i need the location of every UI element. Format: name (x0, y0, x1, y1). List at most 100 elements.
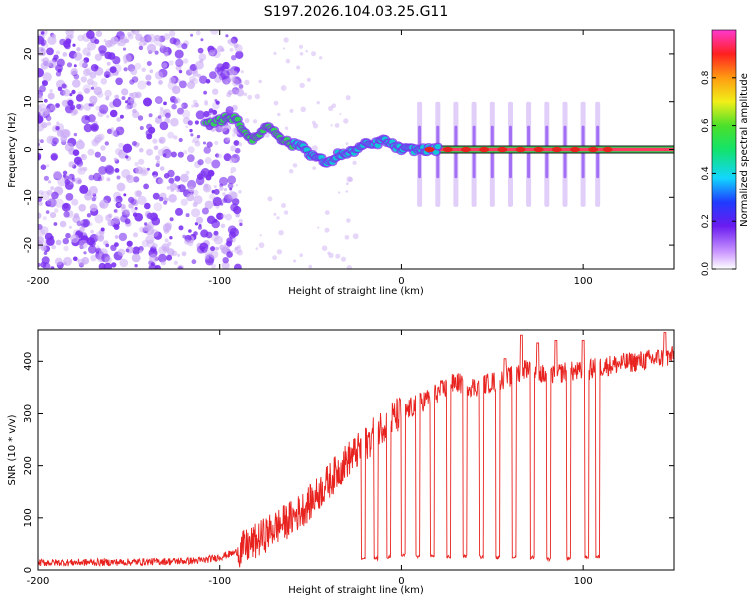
noise-speckle (204, 157, 212, 164)
noise-speckle (146, 133, 153, 140)
noise-speckle (296, 65, 301, 70)
noise-speckle (212, 88, 219, 95)
noise-speckle (219, 176, 228, 186)
noise-speckle (138, 158, 145, 165)
noise-speckle (272, 255, 277, 261)
noise-speckle (110, 127, 114, 131)
noise-speckle (152, 138, 158, 144)
colorbar: 0.0 0.2 0.4 0.6 0.8 Normalized spectral ampl… (701, 29, 750, 277)
noise-speckle (221, 213, 226, 219)
noise-speckle (172, 85, 181, 95)
noise-speckle (76, 159, 84, 167)
noise-speckle (83, 123, 93, 133)
noise-speckle (346, 176, 353, 183)
noise-speckle (175, 58, 184, 67)
noise-speckle (126, 174, 135, 184)
noise-speckle (44, 108, 51, 115)
noise-speckle (80, 76, 88, 83)
noise-speckle (299, 253, 304, 257)
noise-speckle (191, 104, 195, 108)
noise-speckle (227, 137, 231, 141)
noise-speckle (232, 133, 236, 137)
noise-speckle (62, 52, 68, 57)
noise-speckle (48, 60, 57, 69)
noise-speckle (105, 165, 115, 175)
noise-speckle (46, 237, 55, 246)
noise-speckle (57, 86, 63, 92)
noise-speckle (208, 108, 214, 113)
noise-speckle (62, 174, 67, 178)
noise-speckle (107, 219, 114, 227)
noise-speckle (65, 30, 74, 37)
noise-speckle (306, 77, 311, 82)
noise-speckle (345, 95, 351, 101)
noise-speckle (40, 261, 47, 268)
noise-speckle (46, 198, 54, 206)
noise-speckle (103, 71, 111, 78)
noise-speckle (137, 195, 147, 205)
noise-speckle (152, 192, 160, 200)
noise-speckle (155, 155, 161, 161)
x-tick-label: -100 (208, 576, 231, 587)
colorbar-tick-label: 0.4 (701, 166, 711, 181)
spectrogram-plot-area (38, 30, 674, 269)
noise-speckle (71, 198, 79, 206)
noise-speckle (109, 66, 117, 74)
x-tick-label: -100 (208, 276, 231, 287)
y-tick-label: -10 (23, 189, 34, 205)
noise-speckle (81, 256, 90, 265)
noise-speckle (123, 193, 127, 197)
noise-speckle (334, 123, 340, 128)
noise-speckle (104, 89, 112, 98)
noise-speckle (146, 167, 150, 171)
noise-speckle (170, 151, 177, 158)
noise-speckle (210, 250, 219, 259)
noise-speckle (115, 77, 123, 86)
noise-speckle (230, 203, 239, 212)
noise-speckle (221, 261, 230, 269)
noise-speckle (289, 169, 294, 174)
noise-speckle (213, 230, 219, 236)
noise-speckle (225, 80, 229, 85)
noise-speckle (189, 128, 193, 133)
noise-speckle (144, 224, 152, 232)
noise-speckle (113, 157, 118, 162)
noise-speckle (91, 197, 97, 202)
colorbar-tick-label: 0.2 (701, 214, 711, 228)
noise-speckle (132, 212, 138, 217)
ridge-dash (551, 146, 562, 153)
noise-speckle (185, 170, 190, 175)
noise-speckle (230, 36, 238, 44)
noise-speckle (113, 209, 118, 213)
noise-speckle (123, 67, 128, 72)
y-tick-label: 100 (23, 508, 34, 527)
noise-speckle (217, 153, 222, 159)
noise-speckle (177, 151, 184, 158)
noise-speckle (331, 103, 337, 108)
noise-speckle (133, 176, 140, 183)
noise-speckle (181, 109, 191, 119)
noise-speckle (79, 59, 88, 68)
noise-speckle (98, 104, 109, 114)
colorbar-tick-label: 0.0 (701, 262, 711, 277)
noise-speckle (215, 246, 219, 251)
noise-speckle (299, 44, 303, 49)
noise-speckle (38, 35, 45, 45)
noise-speckle (79, 226, 85, 233)
noise-speckle (186, 193, 195, 202)
noise-speckle (115, 148, 123, 156)
noise-speckle (38, 146, 43, 152)
y-tick-label: 0 (23, 567, 34, 573)
noise-speckle (88, 174, 95, 181)
noise-speckle (100, 78, 108, 85)
noise-speckle (73, 212, 80, 219)
noise-speckle (232, 198, 240, 206)
noise-speckle (211, 263, 216, 269)
noise-speckle (138, 45, 144, 51)
noise-speckle (104, 256, 112, 264)
noise-speckle (195, 30, 201, 36)
noise-speckle (197, 47, 204, 54)
noise-speckle (79, 184, 89, 194)
